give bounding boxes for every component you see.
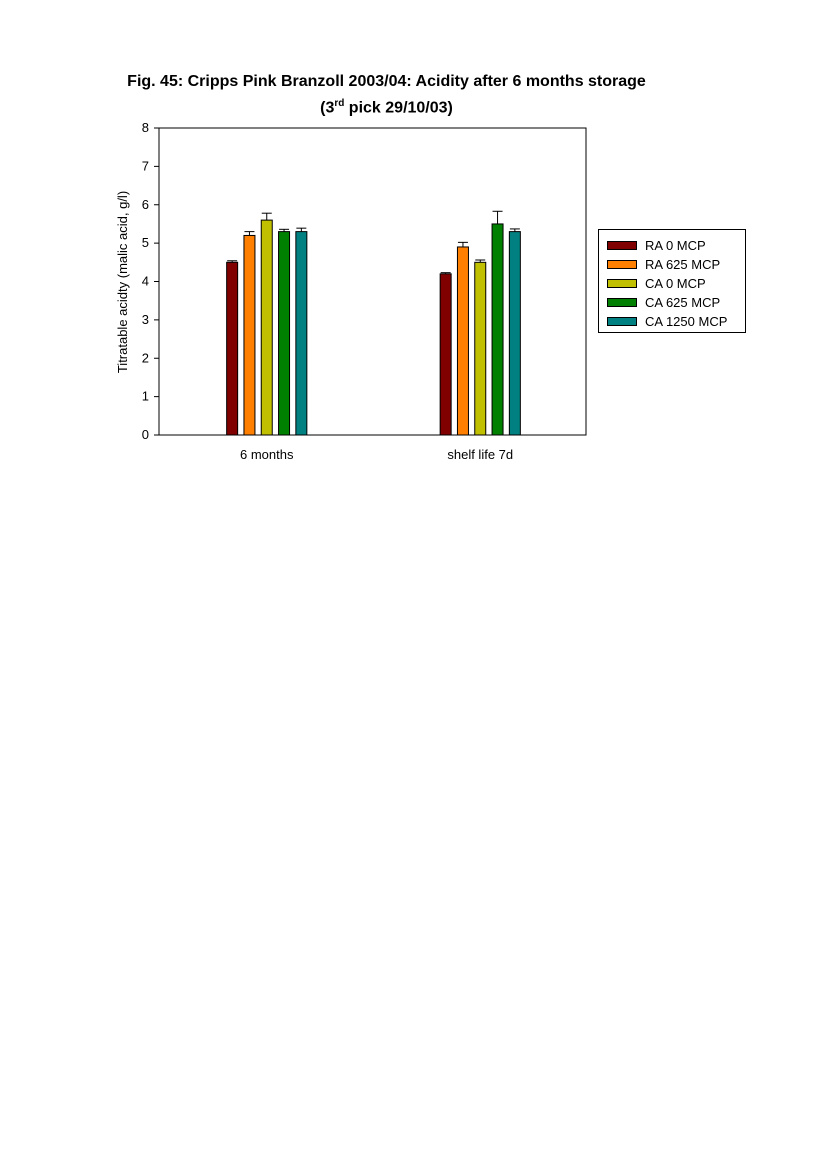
legend-swatch xyxy=(607,279,637,288)
y-tick-label: 6 xyxy=(142,197,149,212)
y-tick-label: 7 xyxy=(142,158,149,173)
y-tick-label: 1 xyxy=(142,389,149,404)
legend-label: RA 625 MCP xyxy=(645,257,721,272)
plot-area-frame xyxy=(158,127,587,436)
subtitle-rest: pick 29/10/03) xyxy=(344,99,453,117)
bar xyxy=(243,234,256,436)
legend-label: CA 1250 MCP xyxy=(645,314,728,329)
subtitle-superscript: rd xyxy=(334,98,345,109)
x-tick-label: shelf life 7d xyxy=(447,447,513,462)
chart-title: Fig. 45: Cripps Pink Branzoll 2003/04: A… xyxy=(127,73,646,90)
legend-item: CA 1250 MCP xyxy=(607,312,745,331)
bar xyxy=(491,223,504,436)
legend-label: CA 0 MCP xyxy=(645,276,706,291)
bar xyxy=(295,231,308,436)
chart-axes: 0 1 2 3 4 5 6 7 8 6 months shelf life 7d xyxy=(142,120,587,462)
legend-swatch xyxy=(607,317,637,326)
bar xyxy=(260,219,273,436)
bar xyxy=(226,261,239,436)
chart-subtitle: (3rd pick 29/10/03) xyxy=(0,98,773,117)
chart-legend: RA 0 MCP RA 625 MCP CA 0 MCP CA 625 MCP CA 1… xyxy=(598,229,746,333)
legend-label: RA 0 MCP xyxy=(645,238,706,253)
x-tick-label: 6 months xyxy=(240,447,294,462)
bar xyxy=(474,261,487,436)
legend-item: RA 0 MCP xyxy=(607,236,745,255)
bar-chart: 0 1 2 3 4 5 6 7 8 6 months shelf life 7d Titratabl… xyxy=(115,120,587,462)
legend-item: RA 625 MCP xyxy=(607,255,745,274)
chart-bars xyxy=(226,210,521,436)
subtitle-prefix: (3 xyxy=(320,99,335,117)
y-tick-label: 0 xyxy=(142,427,149,442)
legend-item: CA 0 MCP xyxy=(607,274,745,293)
y-axis-label: Titratable acidty (malic acid, g/l) xyxy=(115,191,130,373)
y-tick-label: 8 xyxy=(142,120,149,135)
legend-item: CA 625 MCP xyxy=(607,293,745,312)
bar xyxy=(278,231,291,436)
legend-swatch xyxy=(607,298,637,307)
y-tick-label: 2 xyxy=(142,350,149,365)
bar xyxy=(439,273,452,436)
bar xyxy=(456,246,469,436)
y-tick-label: 3 xyxy=(142,312,149,327)
bar xyxy=(508,231,521,436)
legend-label: CA 625 MCP xyxy=(645,295,721,310)
legend-swatch xyxy=(607,260,637,269)
y-tick-label: 5 xyxy=(142,235,149,250)
legend-swatch xyxy=(607,241,637,250)
y-tick-label: 4 xyxy=(142,274,149,289)
